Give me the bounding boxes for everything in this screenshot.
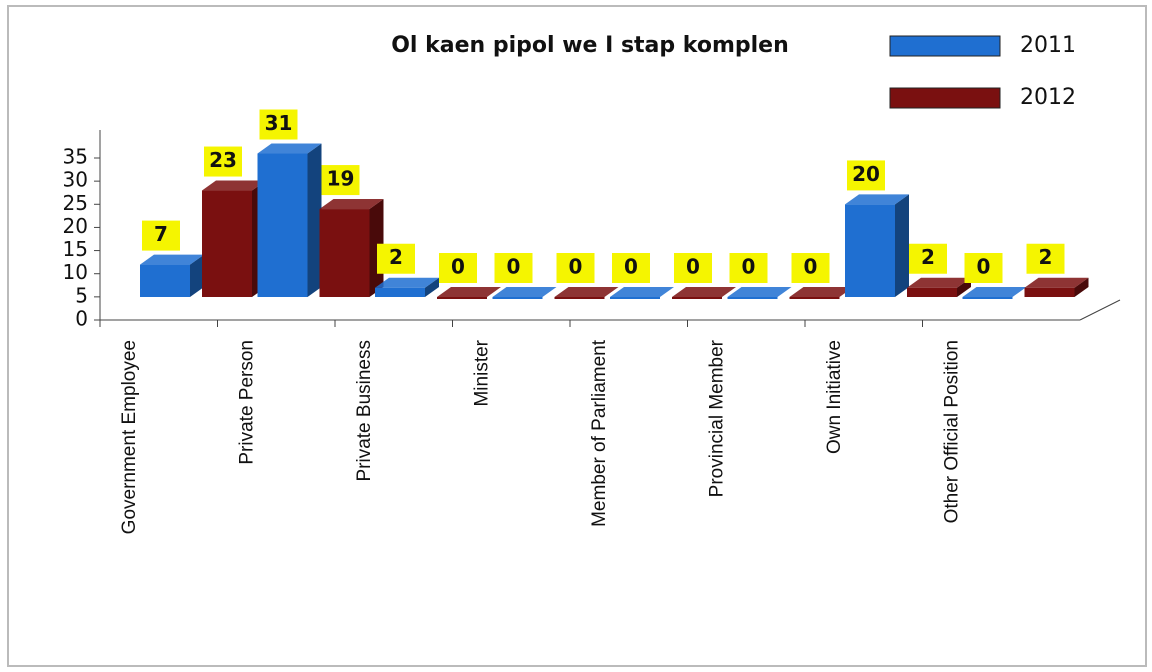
bar <box>257 153 308 297</box>
bar-side <box>307 143 322 297</box>
bar <box>610 297 660 299</box>
x-tick-label: Government Employee <box>119 340 140 534</box>
value-label: 0 <box>624 255 638 279</box>
legend-swatch <box>889 35 1001 57</box>
bar-top <box>202 180 266 191</box>
x-tick-label: Other Official Position <box>942 340 963 523</box>
chart-title: Ol kaen pipol we I stap komplen <box>391 33 789 58</box>
bar <box>672 297 722 299</box>
value-label: 23 <box>209 148 237 172</box>
bar <box>492 297 543 299</box>
value-label: 7 <box>154 222 168 246</box>
value-label: 2 <box>921 245 935 269</box>
y-tick-label: 25 <box>63 191 88 215</box>
bar-top <box>375 277 439 288</box>
value-label-box <box>494 253 533 283</box>
legend-label: 2011 <box>1020 33 1076 58</box>
y-tick-label: 30 <box>63 168 88 192</box>
x-tick-label: Minister <box>472 339 493 406</box>
value-label-box <box>377 243 415 274</box>
y-tick-label: 15 <box>63 237 88 261</box>
value-label: 20 <box>852 162 880 186</box>
x-tick-label: Private Person <box>237 340 258 465</box>
value-label: 2 <box>1039 245 1053 269</box>
value-label-box <box>791 253 830 283</box>
bar <box>789 297 840 299</box>
value-label: 0 <box>686 255 700 279</box>
x-tick-label: Provincial Member <box>707 339 728 497</box>
value-label: 0 <box>742 255 756 279</box>
bar-side <box>895 194 909 297</box>
value-label: 0 <box>977 255 991 279</box>
x-tick-label: Own Initiative <box>824 340 845 454</box>
bar-top <box>140 254 204 265</box>
y-tick-label: 5 <box>75 283 88 307</box>
bar <box>1024 287 1075 297</box>
bar-top <box>610 287 674 297</box>
value-label-box <box>142 220 180 251</box>
bar-top <box>319 199 384 210</box>
value-label: 0 <box>804 255 818 279</box>
bar-top <box>907 277 971 288</box>
value-label-box <box>909 243 947 274</box>
value-label: 2 <box>389 245 403 269</box>
value-label-box <box>204 146 242 177</box>
bar-side <box>425 277 439 297</box>
value-label: 19 <box>327 167 355 191</box>
bar <box>140 264 190 297</box>
value-label: 0 <box>451 255 465 279</box>
bar-top <box>789 287 854 297</box>
value-label-box <box>847 160 885 191</box>
bar <box>375 287 425 297</box>
bar <box>907 287 957 297</box>
bar-top <box>727 287 792 297</box>
bar <box>962 297 1013 299</box>
bar <box>845 204 895 297</box>
value-label-box <box>556 253 595 283</box>
bar-side <box>1074 277 1089 297</box>
bar-top <box>1024 277 1089 288</box>
x-tick-label: Member of Parliament <box>589 339 610 527</box>
bar-top <box>962 287 1027 297</box>
value-label: 31 <box>265 111 293 135</box>
bar <box>727 297 778 299</box>
x-tick-label: Private Business <box>354 340 375 482</box>
bar <box>202 190 252 297</box>
legend-swatch <box>889 87 1001 109</box>
bar-top <box>257 143 322 154</box>
y-tick-label: 10 <box>63 260 88 284</box>
bar <box>554 297 605 299</box>
bar-top <box>437 287 501 297</box>
bar-top <box>554 287 619 297</box>
bar-top <box>492 287 557 297</box>
y-tick-label: 0 <box>75 307 88 331</box>
frame <box>7 5 1147 667</box>
bar <box>437 297 487 299</box>
y-tick-label: 35 <box>63 145 88 169</box>
value-label-box <box>612 253 650 283</box>
floor-edge <box>1079 299 1121 321</box>
value-label: 0 <box>569 255 583 279</box>
value-label-box <box>259 109 298 140</box>
value-label-box <box>439 253 477 283</box>
value-label-box <box>1026 243 1065 274</box>
bar-top <box>845 194 909 205</box>
bar <box>319 209 370 297</box>
value-label-box <box>321 165 360 196</box>
bar-top <box>672 287 736 297</box>
y-tick-label: 20 <box>63 214 88 238</box>
legend-label: 2012 <box>1020 85 1076 110</box>
value-label-box <box>674 253 712 283</box>
value-label-box <box>729 253 768 283</box>
bar-side <box>190 254 204 297</box>
value-label-box <box>964 253 1003 283</box>
value-label: 0 <box>507 255 521 279</box>
